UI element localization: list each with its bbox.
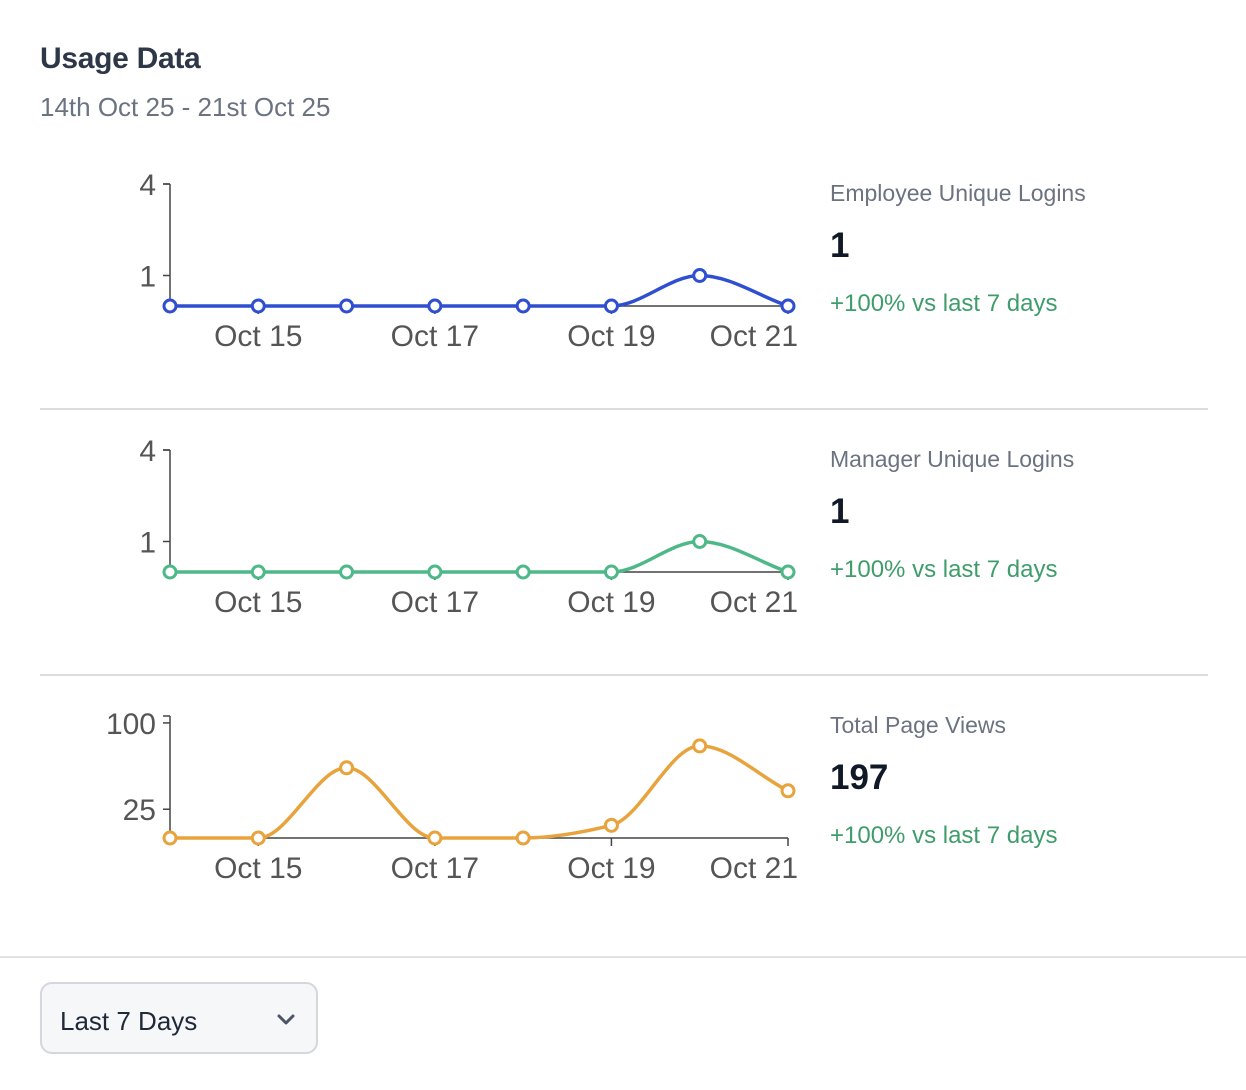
data-point — [250, 830, 266, 846]
y-tick-label: 1 — [139, 261, 156, 294]
data-point — [250, 298, 266, 314]
metric-value: 1 — [830, 492, 850, 531]
page-title: Usage Data — [40, 42, 201, 75]
page-views-chart: 100 25 Oct 15 Oct 17 Oct 19 Oct 21 — [106, 708, 798, 885]
x-tick-label: Oct 19 — [567, 320, 655, 353]
data-point — [162, 830, 178, 846]
data-point — [603, 817, 619, 833]
footer-divider — [0, 956, 1246, 958]
x-tick-label: Oct 17 — [391, 320, 479, 353]
metric-row-page-views: 100 25 Oct 15 Oct 17 Oct 19 Oct 21 Total Page… — [0, 674, 1246, 940]
series-line — [170, 539, 789, 574]
x-tick-label: Oct 21 — [710, 320, 798, 353]
data-point — [692, 534, 708, 549]
data-point — [339, 760, 355, 776]
data-point — [427, 830, 443, 846]
date-range-select-value: Last 7 Days — [60, 1006, 198, 1036]
data-point — [515, 564, 531, 580]
row-divider — [40, 408, 1208, 410]
data-point — [162, 564, 178, 580]
metric-row-employee-logins: 4 1 Oct 15 Oct 17 Oct 19 Oct 21 Employee Uniq… — [0, 142, 1246, 408]
employee-logins-chart: 4 1 Oct 15 Oct 17 Oct 19 Oct 21 — [139, 169, 798, 353]
metric-label: Employee Unique Logins — [830, 180, 1086, 206]
data-point — [780, 564, 796, 580]
metric-value: 1 — [830, 226, 850, 265]
metric-label: Total Page Views — [830, 712, 1007, 738]
x-tick-label: Oct 17 — [391, 852, 479, 885]
metric-change: +100% vs last 7 days — [830, 290, 1058, 317]
data-point — [780, 783, 796, 799]
metric-change: +100% vs last 7 days — [830, 556, 1058, 583]
data-point — [692, 738, 708, 754]
data-point — [780, 298, 796, 314]
row-divider — [40, 674, 1208, 676]
chevron-down-icon — [277, 1014, 295, 1025]
data-point — [515, 298, 531, 314]
y-tick-label: 25 — [123, 794, 156, 827]
y-tick-label: 4 — [139, 435, 156, 468]
manager-logins-chart: 4 1 Oct 15 Oct 17 Oct 19 Oct 21 — [139, 435, 798, 619]
data-point — [603, 298, 619, 314]
data-point — [427, 564, 443, 580]
x-tick-label: Oct 19 — [567, 586, 655, 619]
series-line — [170, 744, 789, 840]
x-tick-label: Oct 15 — [214, 852, 302, 885]
x-tick-label: Oct 15 — [214, 320, 302, 353]
x-tick-label: Oct 15 — [214, 586, 302, 619]
data-point — [427, 298, 443, 314]
metric-value: 197 — [830, 758, 889, 797]
data-point — [339, 564, 355, 580]
data-point — [339, 298, 355, 314]
metric-label: Manager Unique Logins — [830, 446, 1075, 472]
date-range: 14th Oct 25 - 21st Oct 25 — [40, 92, 331, 122]
metric-change: +100% vs last 7 days — [830, 822, 1058, 849]
y-tick-label: 1 — [139, 527, 156, 560]
metric-row-manager-logins: 4 1 Oct 15 Oct 17 Oct 19 Oct 21 Manager Uniqu… — [0, 408, 1246, 674]
data-point — [603, 564, 619, 580]
x-tick-label: Oct 21 — [710, 852, 798, 885]
y-tick-label: 4 — [139, 169, 156, 202]
data-point — [250, 564, 266, 580]
date-range-select[interactable]: Last 7 Days — [40, 982, 318, 1054]
data-point — [692, 268, 708, 283]
data-point — [515, 830, 531, 846]
x-tick-label: Oct 19 — [567, 852, 655, 885]
data-point — [162, 298, 178, 314]
y-tick-label: 100 — [106, 708, 156, 741]
x-tick-label: Oct 21 — [710, 586, 798, 619]
series-line — [170, 273, 789, 308]
x-tick-label: Oct 17 — [391, 586, 479, 619]
